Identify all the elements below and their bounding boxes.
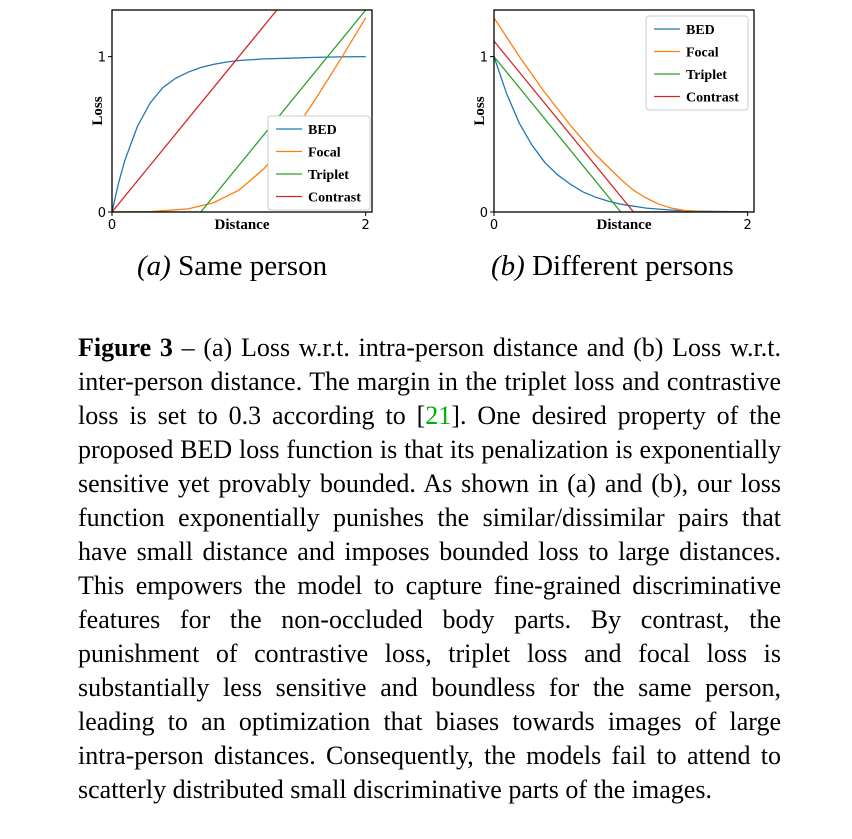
series-line-contrast bbox=[494, 40, 748, 212]
figure-label: Figure 3 bbox=[78, 333, 173, 362]
subcaption-b-text: Different persons bbox=[532, 250, 734, 282]
legend-label-focal: Focal bbox=[308, 146, 341, 161]
legend-label-triplet: Triplet bbox=[308, 168, 349, 183]
chart-same-person: 0 2 0 1 Distance Loss BED Focal Triplet Contrast bbox=[90, 0, 380, 240]
series-line-triplet bbox=[112, 10, 367, 212]
x-tick-label: 2 bbox=[362, 218, 370, 233]
y-axis-label: Loss bbox=[90, 96, 106, 125]
series-line-bed bbox=[112, 55, 366, 212]
axes-frame bbox=[111, 9, 373, 213]
chart-different-persons: 0 2 0 1 Distance Loss BED Focal Triplet Contrast bbox=[462, 0, 762, 240]
subcaption-b-label: (b) bbox=[491, 250, 525, 282]
legend-label-contrast: Contrast bbox=[308, 191, 361, 206]
series-line-focal bbox=[494, 17, 748, 212]
figure-caption: Figure 3 – (a) Loss w.r.t. intra-person … bbox=[78, 331, 781, 807]
y-tick-label: 1 bbox=[480, 51, 488, 66]
series-line-focal bbox=[112, 17, 367, 212]
x-tick-label: 0 bbox=[108, 218, 116, 233]
subcaption-b: (b) Different persons bbox=[491, 250, 734, 283]
legend: BED Focal Triplet Contrast bbox=[645, 15, 749, 111]
caption-text-part1: – (a) Loss w.r.t. intra-person distance … bbox=[78, 333, 781, 430]
series-line-triplet bbox=[494, 56, 748, 212]
x-tick-label: 2 bbox=[744, 218, 752, 233]
legend-label-focal: Focal bbox=[686, 46, 719, 61]
chart-svg-a: 0 2 0 1 Distance Loss BED Focal Triplet Contrast bbox=[90, 9, 373, 233]
y-tick-label: 0 bbox=[98, 206, 106, 221]
series-line-contrast bbox=[112, 10, 278, 212]
legend-box bbox=[645, 15, 749, 111]
citation-link[interactable]: 21 bbox=[425, 401, 452, 430]
chart-svg-b: 0 2 0 1 Distance Loss BED Focal Triplet Contrast bbox=[472, 9, 755, 233]
subcaption-a-text: Same person bbox=[178, 250, 328, 282]
x-axis-label: Distance bbox=[215, 217, 270, 233]
x-axis-label: Distance bbox=[597, 217, 652, 233]
y-axis-label: Loss bbox=[472, 96, 488, 125]
y-tick-label: 1 bbox=[98, 51, 106, 66]
legend-label-triplet: Triplet bbox=[686, 68, 727, 83]
legend-box bbox=[267, 115, 371, 211]
axes-frame bbox=[493, 9, 755, 213]
caption-text-part2: ]. One desired property of the proposed … bbox=[78, 401, 781, 804]
y-tick-label: 0 bbox=[480, 206, 488, 221]
legend-label-contrast: Contrast bbox=[686, 91, 739, 106]
subcaption-a: (a) Same person bbox=[137, 250, 327, 283]
legend: BED Focal Triplet Contrast bbox=[267, 115, 371, 211]
legend-label-bed: BED bbox=[308, 123, 337, 138]
legend-label-bed: BED bbox=[686, 23, 715, 38]
x-tick-label: 0 bbox=[490, 218, 498, 233]
subcaption-a-label: (a) bbox=[137, 250, 171, 282]
